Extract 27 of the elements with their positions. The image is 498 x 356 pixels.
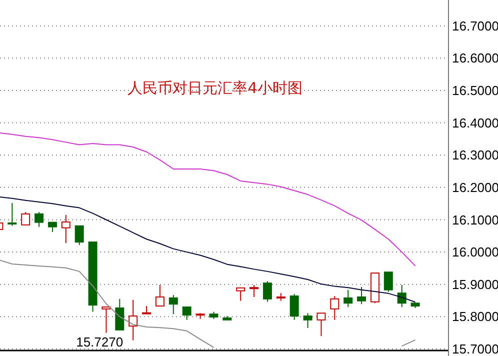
candlestick	[303, 312, 312, 328]
candlestick	[250, 284, 259, 298]
candlestick	[74, 225, 84, 246]
candlestick	[182, 306, 192, 320]
text: 人民币对日元汇率4小时图	[128, 79, 302, 97]
annotation: 15.7270	[76, 334, 124, 350]
candlestick	[344, 289, 353, 308]
candlestick	[155, 284, 164, 307]
candlestick	[168, 294, 178, 315]
candlestick	[384, 272, 393, 292]
candlestick	[8, 202, 17, 226]
line-series	[0, 132, 416, 266]
candlestick	[61, 214, 70, 244]
candlestick	[290, 294, 299, 320]
candlestick	[397, 284, 406, 308]
candlestick	[21, 211, 30, 226]
candlestick	[48, 222, 57, 233]
candlestick	[357, 286, 366, 305]
candlestick	[262, 280, 272, 302]
candlestick	[34, 211, 44, 228]
candlestick	[236, 287, 246, 302]
candlestick	[115, 298, 124, 330]
candlestick	[330, 296, 340, 320]
candlestick	[128, 299, 138, 341]
line-series	[0, 196, 416, 303]
candlestick	[316, 312, 326, 337]
candlestick	[102, 306, 111, 334]
